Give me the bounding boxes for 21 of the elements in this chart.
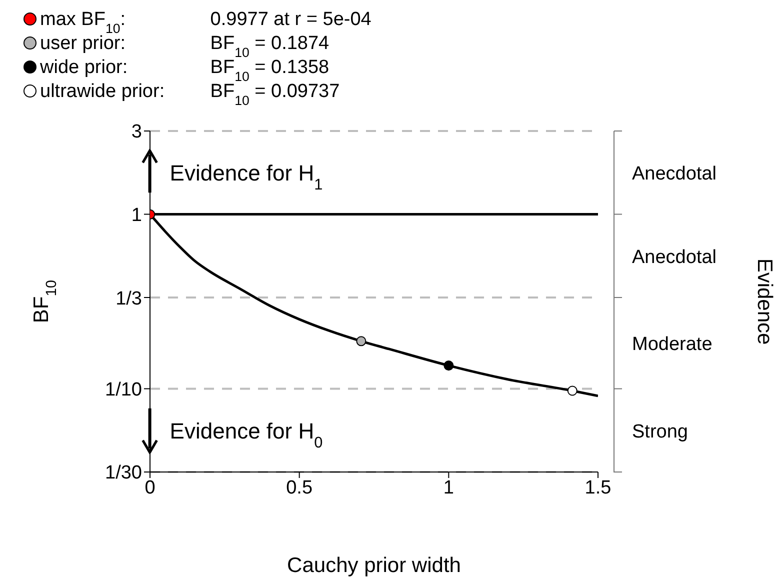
y-tick-label: 1/10 [105, 379, 142, 400]
x-tick-label: 1.5 [584, 477, 612, 498]
text: wide prior: BF$_{10}$ = 0.1358 [40, 57, 330, 84]
y-tick-label: 1 [131, 204, 142, 226]
text: Anecdotal [632, 246, 717, 268]
x-tick-label: 0.5 [286, 477, 313, 498]
text: Evidence [753, 258, 776, 345]
y-tick-label: 1/3 [116, 288, 142, 310]
text: Anecdotal [632, 164, 717, 185]
text: user prior: BF$_{10}$ = 0.1874 [40, 33, 330, 60]
x-tick-label: 0 [144, 477, 156, 498]
x-axis-title: Cauchy prior width [287, 554, 461, 577]
text: max BF$_{10}$: 0.9977 at r = 5e-04 [40, 9, 372, 36]
annotation: Evidence for H$_{1}$ [170, 160, 323, 194]
y-tick-label: 3 [131, 122, 142, 143]
text: Strong [632, 421, 688, 442]
text: Moderate [632, 334, 712, 356]
x-tick-label: 1 [443, 477, 454, 498]
text: ultrawide prior: BF$_{10}$ = 0.09737 [40, 81, 340, 108]
y-tick-label: 1/30 [105, 462, 142, 484]
annotation: Evidence for H$_{0}$ [170, 418, 323, 451]
